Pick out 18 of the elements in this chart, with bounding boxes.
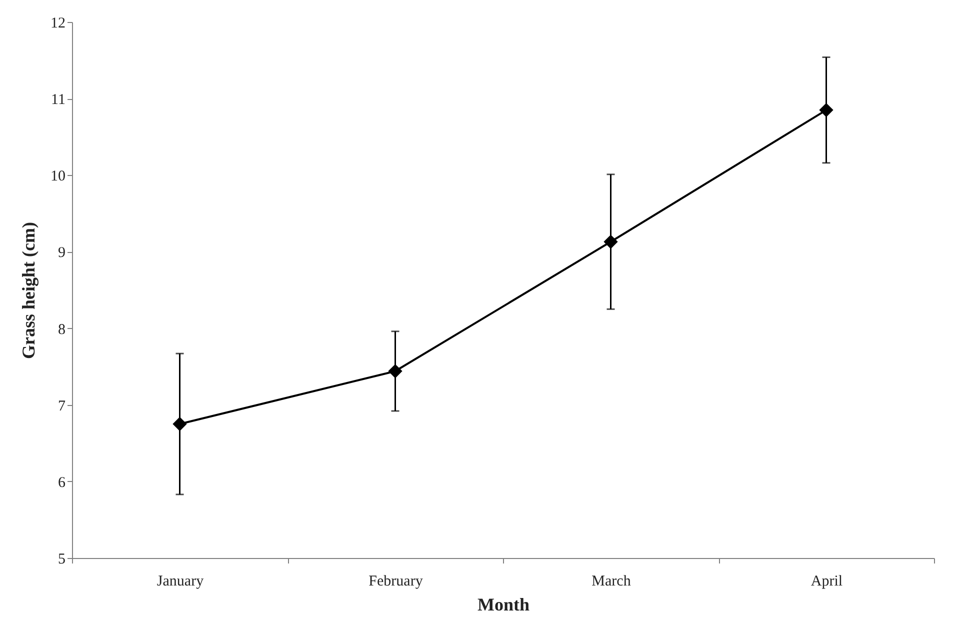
y-tick-label: 6 bbox=[58, 474, 66, 491]
point bbox=[604, 234, 618, 249]
x-tick-label: January bbox=[156, 574, 204, 590]
point bbox=[819, 102, 834, 118]
point bbox=[388, 364, 402, 378]
x-tick-label: April bbox=[810, 574, 843, 590]
y-axis-title: Grass height (cm) bbox=[18, 222, 38, 359]
y-tick-label: 10 bbox=[50, 168, 66, 185]
y-tick-label: 9 bbox=[58, 245, 66, 262]
x-tick-label: March bbox=[592, 574, 632, 590]
x-axis-title: Month bbox=[477, 594, 530, 614]
y-tick-label: 11 bbox=[51, 92, 66, 108]
point bbox=[172, 416, 187, 432]
y-tick-label: 5 bbox=[58, 552, 66, 568]
x-tick-label: February bbox=[368, 574, 424, 590]
y-tick-label: 12 bbox=[50, 16, 66, 32]
y-tick-label: 8 bbox=[58, 322, 66, 338]
y-tick-label: 7 bbox=[58, 398, 66, 414]
